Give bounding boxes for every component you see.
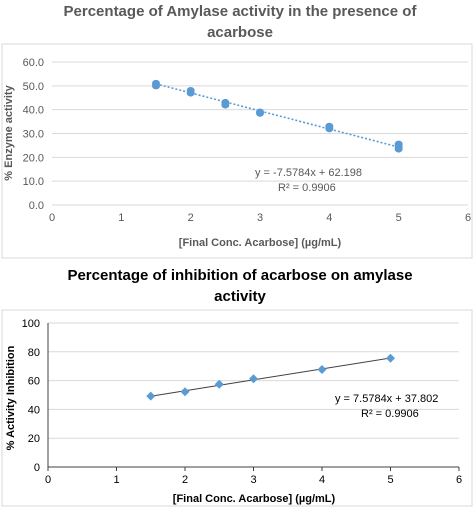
chart-1-x-tick-label: 1 <box>118 212 124 224</box>
chart-1-y-tick-label: 50.0 <box>23 81 44 93</box>
chart-1-r-squared: R² = 0.9906 <box>278 182 336 194</box>
chart-1-data-point <box>256 109 264 117</box>
chart-1-data-points <box>152 79 403 153</box>
chart-2-y-tick-label: 20 <box>28 433 40 445</box>
chart-2-x-tick-label: 5 <box>387 474 393 486</box>
chart-1-x-axis-label: [Final Conc. Acarbose] (µg/mL) <box>179 237 342 249</box>
chart-2-trendline-group <box>150 357 391 397</box>
chart-1-data-point <box>186 89 195 97</box>
chart-1-x-tick-labels: 0 1 2 3 4 5 6 <box>49 212 471 224</box>
chart-2-plot-border <box>1 309 473 507</box>
chart-2-title-line-1: Percentage of inhibition of acarbose on … <box>67 267 412 284</box>
chart-2-data-point <box>317 365 327 375</box>
chart-2-x-tick-label: 2 <box>182 474 188 486</box>
chart-2-x-tick-labels: 0 1 2 3 4 5 6 <box>45 474 462 486</box>
chart-1-x-tick-label: 0 <box>49 212 55 224</box>
chart-2-x-tick-label: 4 <box>319 474 325 486</box>
chart-1-x-tick-label: 5 <box>396 212 402 224</box>
chart-1: Percentage of Amylase activity in the pr… <box>1 3 473 259</box>
chart-1-x-tick-label: 3 <box>257 212 263 224</box>
chart-1-title-line-2: acarbose <box>207 24 273 41</box>
chart-2-x-tick-label: 0 <box>45 474 51 486</box>
chart-2-trendline <box>150 357 391 397</box>
chart-1-y-tick-label: 20.0 <box>23 152 44 164</box>
chart-1-trendline <box>155 83 399 148</box>
chart-2-y-tick-label: 0 <box>34 462 40 474</box>
chart-2-data-point <box>214 379 224 389</box>
chart-2-data-point <box>146 391 156 401</box>
chart-2-gridlines <box>47 322 460 471</box>
chart-2-title-line-2: activity <box>214 288 266 305</box>
chart-2-y-axis-label: % Activity Inhibition <box>5 345 17 450</box>
chart-2-y-tick-label: 40 <box>28 404 40 416</box>
chart-2-x-tick-label: 1 <box>113 474 119 486</box>
chart-1-data-point <box>394 145 403 153</box>
chart-1-y-axis-label: % Enzyme activity <box>3 84 15 180</box>
chart-1-y-tick-label: 60.0 <box>23 57 44 69</box>
chart-2-x-tick-label: 6 <box>456 474 462 486</box>
chart-1-y-tick-label: 40.0 <box>23 105 44 117</box>
chart-2: Percentage of inhibition of acarbose on … <box>1 267 473 507</box>
chart-1-x-tick-label: 4 <box>326 212 332 224</box>
chart-1-trendline-group <box>155 83 399 148</box>
chart-1-x-tick-label: 6 <box>465 212 471 224</box>
chart-1-gridlines <box>52 61 468 206</box>
chart-2-x-axis-label: [Final Conc. Acarbose] (µg/mL) <box>173 493 336 505</box>
chart-1-y-tick-label: 10.0 <box>23 176 44 188</box>
chart-1-data-point <box>325 125 334 133</box>
chart-2-y-tick-label: 60 <box>28 376 40 388</box>
chart-1-y-tick-label: 0.0 <box>29 200 44 212</box>
chart-2-y-tick-label: 100 <box>22 318 40 330</box>
chart-2-y-tick-labels: 0 20 40 60 80 100 <box>22 318 40 474</box>
chart-1-data-point <box>221 101 230 109</box>
chart-1-x-tick-label: 2 <box>188 212 194 224</box>
chart-2-data-point <box>180 387 190 397</box>
chart-1-y-tick-label: 30.0 <box>23 129 44 141</box>
chart-1-plot-border <box>1 43 473 259</box>
chart-2-data-point <box>386 353 395 363</box>
chart-2-equation: y = 7.5784x + 37.802 <box>335 393 438 405</box>
chart-2-data-points <box>146 353 395 401</box>
chart-2-data-point <box>249 374 258 384</box>
chart-1-title-line-1: Percentage of Amylase activity in the pr… <box>64 3 418 20</box>
chart-1-data-point <box>152 82 160 90</box>
chart-1-equation: y = -7.5784x + 62.198 <box>255 167 362 179</box>
chart-2-y-tick-label: 80 <box>28 347 40 359</box>
chart-2-r-squared: R² = 0.9906 <box>361 408 419 420</box>
chart-1-y-tick-labels: 0.0 10.0 20.0 30.0 40.0 50.0 60.0 <box>23 57 44 212</box>
chart-2-x-tick-label: 3 <box>250 474 256 486</box>
